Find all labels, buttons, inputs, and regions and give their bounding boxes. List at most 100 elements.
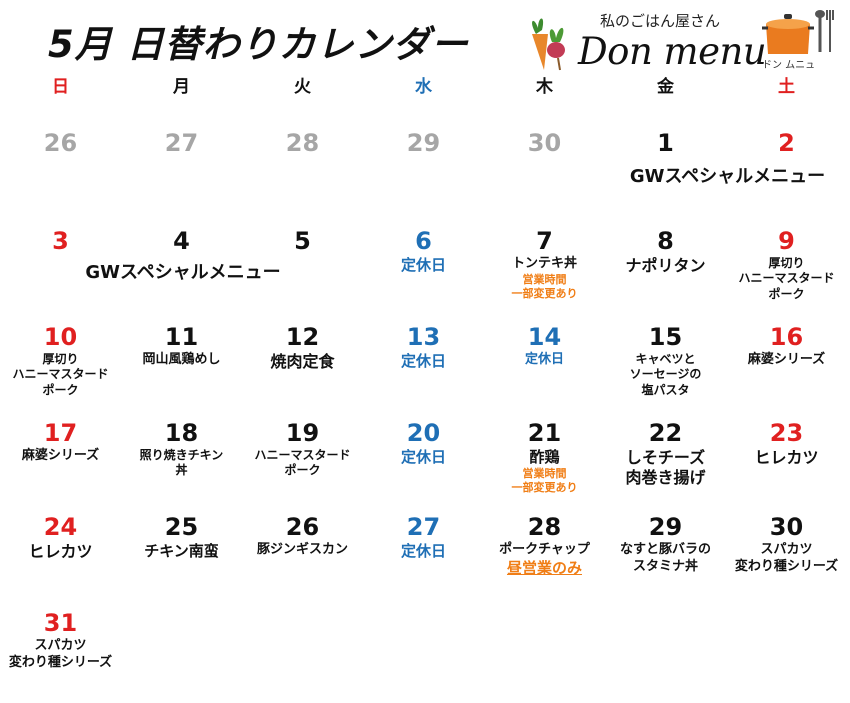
- day-cell: 2: [726, 128, 847, 158]
- menu-item: ソーセージの: [629, 367, 702, 382]
- day-cell: 14 定休日: [484, 322, 605, 369]
- day-number: 24: [43, 513, 78, 541]
- day-cell: 30: [484, 128, 605, 158]
- menu-item: なすと豚バラの: [619, 542, 711, 557]
- menu-item: しそチーズ: [625, 448, 706, 467]
- menu-item: ハニーマスタード: [12, 367, 109, 382]
- menu-item: スタミナ丼: [632, 558, 698, 574]
- day-cell: 8 ナポリタン: [605, 226, 726, 276]
- menu-item: 定休日: [400, 352, 446, 370]
- menu-item: ハニーマスタード: [254, 448, 351, 462]
- day-number: 26: [43, 129, 78, 157]
- menu-item: 焼肉定食: [270, 352, 335, 371]
- menu-note: 昼営業のみ: [506, 558, 582, 577]
- gw-special-banner: GWスペシャルメニュー: [629, 166, 826, 187]
- day-number: 29: [406, 129, 441, 157]
- day-cell: 16 麻婆シリーズ: [726, 322, 847, 369]
- day-cell: 31 スパカツ 変わり種シリーズ: [0, 608, 121, 671]
- gw-special-banner: GWスペシャルメニュー: [85, 262, 281, 283]
- day-cell: 11 岡山風鶏めし: [121, 322, 242, 369]
- weekday-header: 土: [778, 77, 795, 97]
- shop-logo-text: Don menu: [578, 30, 767, 73]
- day-number: 16: [769, 323, 804, 351]
- day-cell: 28 ポークチャップ 昼営業のみ: [484, 512, 605, 578]
- menu-note: 一部変更あり: [511, 286, 578, 300]
- menu-item: 変わり種シリーズ: [8, 654, 113, 670]
- menu-item: 麻婆シリーズ: [21, 448, 100, 463]
- day-cell: 1: [605, 128, 726, 158]
- day-cell: 4: [121, 226, 242, 256]
- day-number: 13: [406, 323, 441, 351]
- menu-note: 営業時間: [522, 272, 567, 286]
- weekday-header: 水: [415, 77, 432, 97]
- menu-item: ヒレカツ: [754, 448, 819, 467]
- day-number: 9: [778, 227, 795, 255]
- pot-icon: [762, 10, 834, 54]
- day-cell: 21 酢鶏 営業時間 一部変更あり: [484, 418, 605, 495]
- day-number: 12: [285, 323, 320, 351]
- day-cell: 24 ヒレカツ: [0, 512, 121, 562]
- day-cell: 10 厚切り ハニーマスタード ポーク: [0, 322, 121, 398]
- day-cell: 20 定休日: [363, 418, 484, 467]
- day-number: 25: [164, 513, 199, 541]
- day-number: 15: [648, 323, 683, 351]
- day-number: 29: [648, 513, 683, 541]
- day-number: 6: [415, 227, 432, 255]
- day-number: 19: [285, 419, 320, 447]
- menu-item: 厚切り: [42, 352, 79, 366]
- weekday-header: 日: [52, 77, 69, 97]
- day-number: 10: [43, 323, 78, 351]
- day-number: 23: [769, 419, 804, 447]
- menu-item: 照り焼きチキン: [139, 448, 224, 462]
- menu-item: 定休日: [400, 256, 446, 274]
- menu-item: 岡山風鶏めし: [142, 352, 221, 367]
- day-number: 21: [527, 419, 562, 447]
- day-cell: 13 定休日: [363, 322, 484, 371]
- day-cell: 26: [0, 128, 121, 158]
- day-number: 30: [527, 129, 562, 157]
- menu-item: 変わり種シリーズ: [734, 558, 839, 574]
- day-cell: 5: [242, 226, 363, 256]
- shop-kana: ドン ムニュ: [762, 60, 816, 71]
- menu-item: トンテキ丼: [511, 256, 577, 271]
- day-number: 14: [527, 323, 562, 351]
- day-number: 1: [657, 129, 674, 157]
- day-cell: 22 しそチーズ 肉巻き揚げ: [605, 418, 726, 489]
- menu-item: 豚ジンギスカン: [256, 542, 348, 557]
- day-cell: 25 チキン南蛮: [121, 512, 242, 561]
- day-number: 30: [769, 513, 804, 541]
- day-cell: 27 定休日: [363, 512, 484, 561]
- menu-item: 定休日: [400, 448, 446, 466]
- day-number: 22: [648, 419, 683, 447]
- day-cell: 3: [0, 226, 121, 256]
- menu-note: 一部変更あり: [511, 481, 578, 495]
- weekday-header: 金: [657, 77, 674, 97]
- day-number: 2: [778, 129, 795, 157]
- day-number: 28: [527, 513, 562, 541]
- menu-item: ハニーマスタード: [738, 271, 835, 286]
- day-number: 27: [164, 129, 199, 157]
- day-cell: 17 麻婆シリーズ: [0, 418, 121, 465]
- day-cell: 12 焼肉定食: [242, 322, 363, 372]
- menu-item: 定休日: [400, 542, 446, 560]
- day-number: 20: [406, 419, 441, 447]
- day-number: 7: [536, 227, 553, 255]
- day-cell: 9 厚切り ハニーマスタード ポーク: [726, 226, 847, 302]
- day-cell: 18 照り焼きチキン丼: [121, 418, 242, 479]
- day-cell: 30 スパカツ 変わり種シリーズ: [726, 512, 847, 575]
- day-cell: 27: [121, 128, 242, 158]
- day-cell: 28: [242, 128, 363, 158]
- weekday-header: 火: [294, 77, 311, 97]
- day-cell: 26 豚ジンギスカン: [242, 512, 363, 559]
- weekday-header: 月: [173, 77, 190, 97]
- menu-item: 塩パスタ: [641, 382, 690, 397]
- day-number: 28: [285, 129, 320, 157]
- menu-item: スパカツ: [34, 638, 87, 653]
- day-number: 18: [164, 419, 199, 447]
- day-number: 8: [657, 227, 674, 255]
- menu-item: ポーク: [284, 463, 321, 478]
- menu-item: ポーク: [42, 382, 79, 397]
- menu-item: キャベツと: [635, 352, 696, 366]
- day-number: 3: [52, 227, 69, 255]
- vegetables-icon: [532, 18, 565, 71]
